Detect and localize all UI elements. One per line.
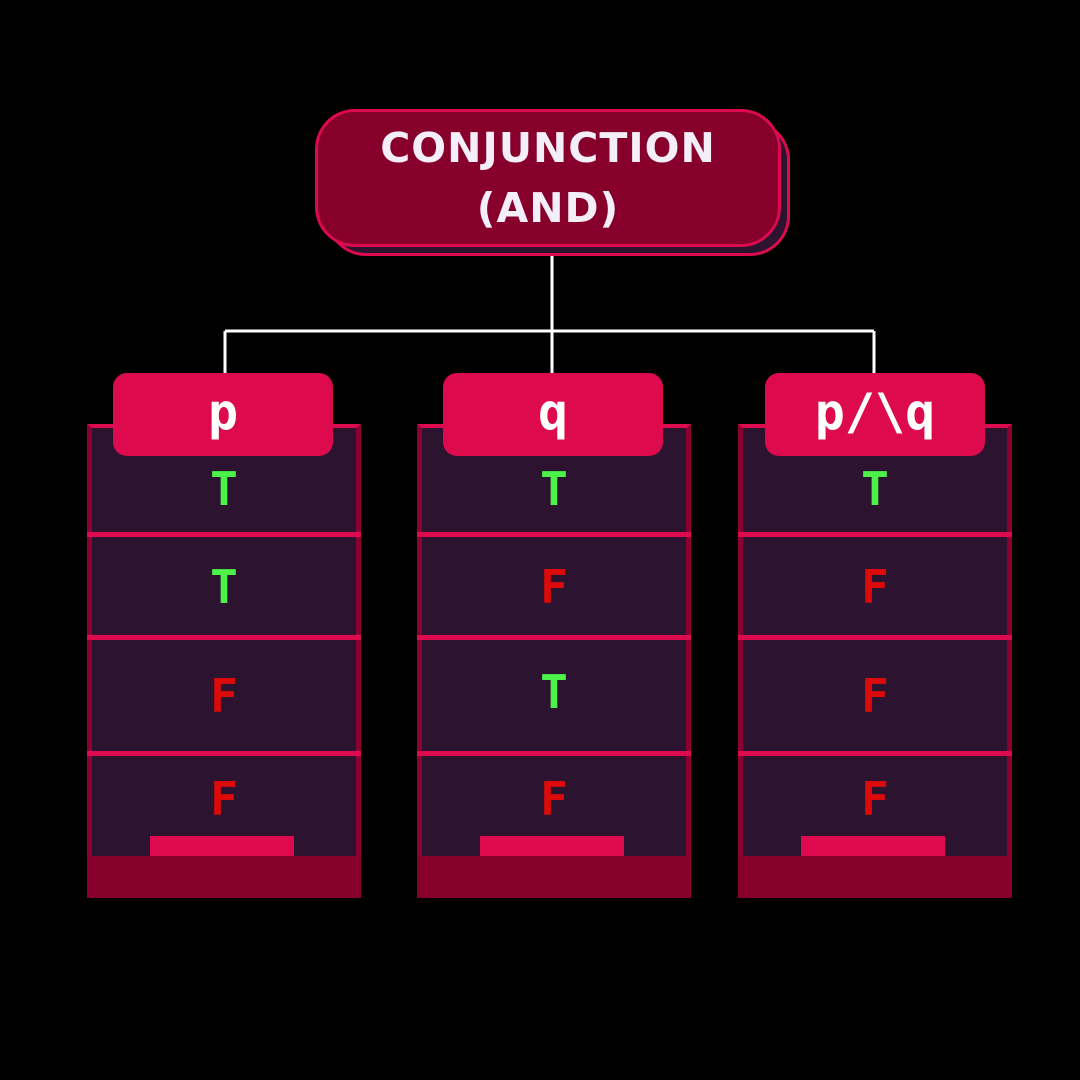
column-tab bbox=[801, 836, 945, 858]
column-header-p: p bbox=[113, 373, 333, 456]
row-divider bbox=[417, 532, 691, 537]
row-divider bbox=[738, 751, 1012, 756]
column-frame bbox=[738, 424, 1012, 856]
column-p-and-q: T F F F bbox=[738, 424, 1012, 898]
column-base bbox=[738, 856, 1012, 898]
cell-q-3: T bbox=[540, 665, 568, 719]
row-divider bbox=[87, 635, 361, 640]
cell-q-1: T bbox=[540, 462, 568, 516]
column-p: T T F F bbox=[87, 424, 361, 898]
column-tab bbox=[480, 836, 624, 858]
cell-result-3: F bbox=[861, 669, 889, 723]
column-base bbox=[417, 856, 691, 898]
column-base bbox=[87, 856, 361, 898]
column-header-q: q bbox=[443, 373, 663, 456]
column-header-p-and-q: p/\q bbox=[765, 373, 985, 456]
cell-result-2: F bbox=[861, 560, 889, 614]
row-divider bbox=[417, 635, 691, 640]
row-divider bbox=[87, 751, 361, 756]
cell-p-4: F bbox=[210, 772, 238, 826]
column-q: T F T F bbox=[417, 424, 691, 898]
cell-result-4: F bbox=[861, 772, 889, 826]
row-divider bbox=[738, 635, 1012, 640]
title-line-2: (AND) bbox=[476, 184, 620, 232]
column-frame bbox=[417, 424, 691, 856]
cell-p-2: T bbox=[210, 560, 238, 614]
row-divider bbox=[417, 751, 691, 756]
row-divider bbox=[87, 532, 361, 537]
column-tab bbox=[150, 836, 294, 858]
row-divider bbox=[738, 532, 1012, 537]
cell-p-3: F bbox=[210, 669, 238, 723]
cell-q-2: F bbox=[540, 560, 568, 614]
cell-result-1: T bbox=[861, 462, 889, 516]
title-box: CONJUNCTION (AND) bbox=[315, 109, 781, 247]
cell-p-1: T bbox=[210, 462, 238, 516]
cell-q-4: F bbox=[540, 772, 568, 826]
title-line-1: CONJUNCTION bbox=[380, 124, 716, 172]
